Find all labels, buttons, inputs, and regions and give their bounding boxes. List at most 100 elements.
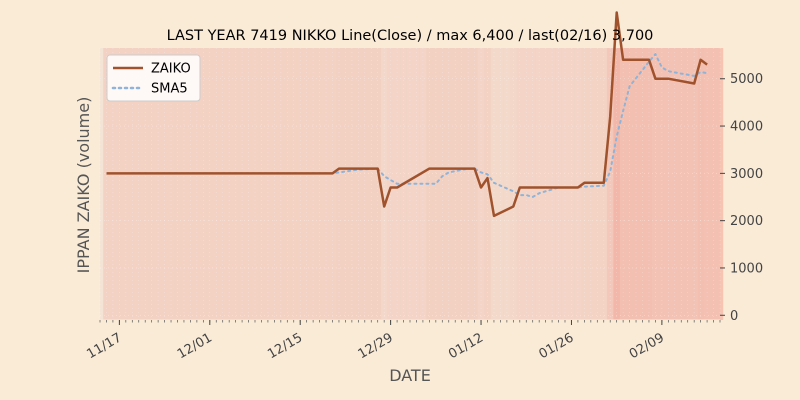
background-band — [335, 48, 343, 320]
background-band — [432, 48, 440, 320]
background-band — [368, 48, 375, 320]
y-axis-label: IPPAN ZAIKO (volume) — [74, 97, 93, 274]
background-band — [626, 48, 633, 320]
background-band — [471, 48, 478, 320]
background-band — [632, 48, 640, 320]
background-band — [174, 48, 181, 320]
background-band — [503, 48, 511, 320]
background-band — [490, 48, 498, 320]
background-band — [639, 48, 646, 320]
background-band — [690, 48, 698, 320]
background-band — [154, 48, 162, 320]
background-band — [613, 48, 620, 320]
y-tick-label: 3000 — [730, 167, 763, 182]
background-band — [451, 48, 459, 320]
legend-label-zaiko: ZAIKO — [151, 62, 191, 77]
background-band — [568, 48, 575, 320]
y-tick-label: 1000 — [730, 261, 763, 276]
background-band — [619, 48, 627, 320]
background-band — [535, 48, 543, 320]
background-band — [200, 48, 207, 320]
background-band — [193, 48, 201, 320]
background-band — [277, 48, 285, 320]
background-band — [355, 48, 362, 320]
series-line-zaiko — [106, 11, 708, 218]
background-band — [116, 48, 123, 320]
legend-label-sma5: SMA5 — [151, 82, 188, 97]
background-band — [135, 48, 142, 320]
background-band — [129, 48, 136, 320]
background-band — [716, 48, 724, 320]
background-band — [464, 48, 472, 320]
background-band — [219, 48, 226, 320]
background-band — [523, 48, 530, 320]
background-band — [387, 48, 394, 320]
y-tick-label: 4000 — [730, 120, 763, 135]
background-band — [258, 48, 265, 320]
background-band — [342, 48, 349, 320]
background-band — [710, 48, 717, 320]
background-band — [658, 48, 666, 320]
background-band — [348, 48, 356, 320]
background-band — [206, 48, 214, 320]
background-band — [329, 48, 336, 320]
series-layer — [106, 11, 709, 218]
background-band — [380, 48, 388, 320]
background-band — [445, 48, 452, 320]
background-band — [671, 48, 679, 320]
background-band — [122, 48, 130, 320]
background-band — [238, 48, 246, 320]
background-band — [439, 48, 446, 320]
background-band — [574, 48, 582, 320]
background-band — [271, 48, 278, 320]
background-band — [303, 48, 310, 320]
background-band — [180, 48, 188, 320]
background-band — [284, 48, 291, 320]
background-band — [497, 48, 504, 320]
y-ticks: 0 1000 2000 3000 4000 5000 — [720, 72, 763, 324]
background-band — [606, 48, 614, 320]
background-band — [264, 48, 272, 320]
legend: ZAIKO SMA5 — [106, 54, 201, 102]
background-band — [555, 48, 562, 320]
gridlines — [99, 48, 721, 320]
background-band — [697, 48, 704, 320]
x-axis-label: DATE — [389, 366, 431, 385]
y-tick-label: 2000 — [730, 214, 763, 229]
background-band — [232, 48, 239, 320]
background-band — [161, 48, 168, 320]
background-band — [167, 48, 175, 320]
background-band — [290, 48, 297, 320]
background-band — [103, 48, 110, 320]
background-band — [529, 48, 536, 320]
background-band — [665, 48, 672, 320]
background-band — [148, 48, 155, 320]
background-band — [510, 48, 517, 320]
background-band — [245, 48, 252, 320]
background-band — [316, 48, 323, 320]
background-band — [458, 48, 465, 320]
background-band — [361, 48, 369, 320]
background-band — [374, 48, 381, 320]
background-band — [652, 48, 659, 320]
background-band — [684, 48, 691, 320]
background-band — [109, 48, 117, 320]
background-band — [213, 48, 220, 320]
background-band — [645, 48, 653, 320]
background-band — [141, 48, 149, 320]
background-band — [548, 48, 556, 320]
background-band — [225, 48, 233, 320]
background-band — [309, 48, 317, 320]
background-band — [251, 48, 259, 320]
background-band — [561, 48, 569, 320]
background-band — [187, 48, 194, 320]
background-band — [542, 48, 549, 320]
chart-title: LAST YEAR 7419 NIKKO Line(Close) / max 6… — [167, 28, 654, 44]
series-line-sma5 — [131, 53, 709, 198]
y-tick-label: 0 — [730, 309, 738, 324]
background-band — [703, 48, 711, 320]
y-tick-label: 5000 — [730, 72, 763, 87]
background-band — [322, 48, 330, 320]
background-band — [516, 48, 524, 320]
